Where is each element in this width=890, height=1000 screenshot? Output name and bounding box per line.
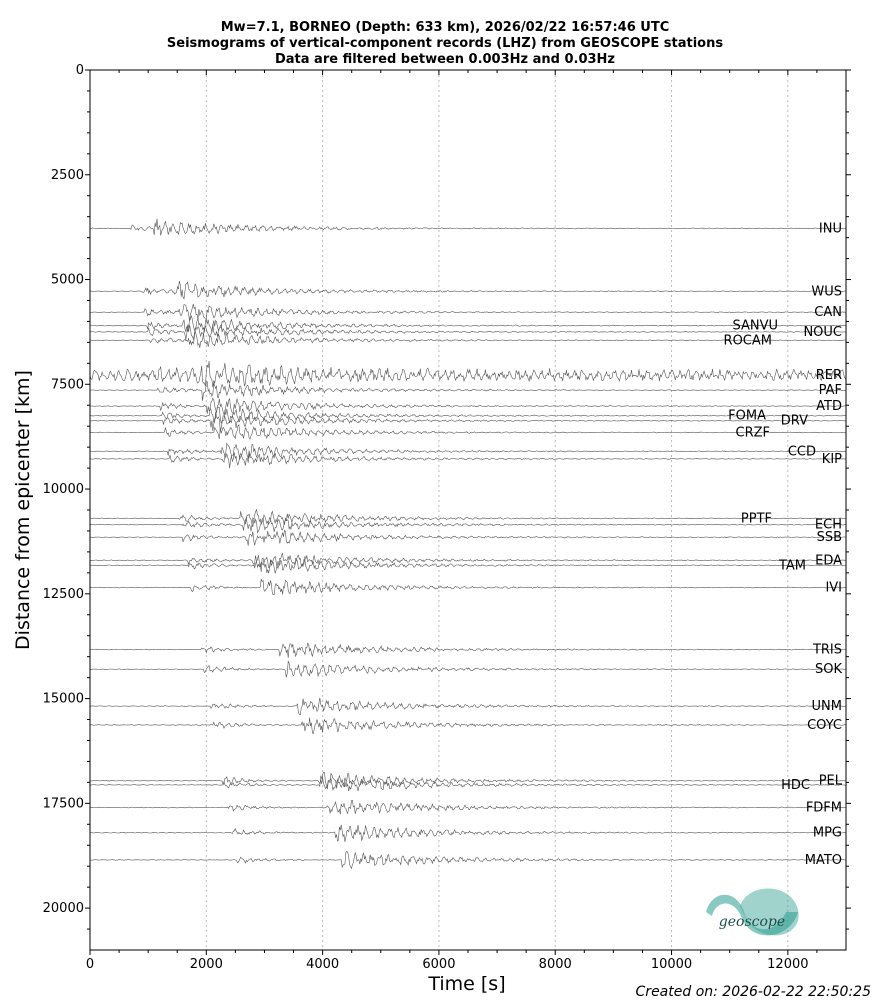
station-label-coyc: COYC [807,718,842,733]
y-tick-label: 7500 [51,377,84,392]
trace-ssb [90,529,846,546]
x-tick-label: 4000 [306,957,339,972]
station-label-hdc: HDC [781,778,810,793]
trace-sok [89,660,846,678]
station-label-rocam: ROCAM [724,333,772,348]
plot-frame [89,69,847,951]
trace-inu [90,218,846,236]
y-tick-label: 2500 [51,168,84,183]
station-label-mato: MATO [805,853,842,868]
station-label-mpg: MPG [813,826,842,841]
station-label-pptf: PPTF [741,511,772,526]
trace-crzf [89,424,846,440]
station-label-unm: UNM [812,699,842,714]
station-label-pel: PEL [819,774,843,789]
y-tick-label: 17500 [43,796,84,811]
trace-fdfm [90,799,846,815]
station-label-crzf: CRZF [736,425,771,440]
x-tick-label: 2000 [190,957,223,972]
station-label-paf: PAF [819,383,842,398]
station-label-rer: RER [816,368,842,383]
chart-subtitle: Seismograms of vertical-component record… [167,36,723,51]
trace-drv [89,411,846,432]
station-label-kip: KIP [822,452,842,467]
logo-shape-right [740,888,799,936]
trace-ech [89,516,846,534]
x-tick-label: 8000 [539,957,572,972]
trace-ivi [89,578,846,596]
station-label-foma: FOMA [728,409,766,424]
trace-tris [89,642,846,658]
station-label-ivi: IVI [825,581,842,596]
chart-filter-note: Data are filtered between 0.003Hz and 0.… [275,52,615,67]
y-tick-label: 15000 [43,692,84,707]
created-timestamp: Created on: 2026-02-22 22:50:25 [636,984,872,1000]
x-tick-label: 0 [86,957,94,972]
station-label-ssb: SSB [817,530,842,545]
station-label-fdfm: FDFM [806,801,842,816]
x-tick-label: 6000 [422,957,455,972]
axis-ticks: 0 2000 4000 6000 8000 10000 12000 0 2500 5000 7500… [43,63,851,972]
station-label-tam: TAM [778,558,806,573]
trace-mato [89,850,846,870]
trace-rocam [89,330,846,348]
trace-pel [89,771,846,790]
trace-sanvu [89,315,846,333]
station-label-can: CAN [814,305,842,320]
trace-can [89,303,846,321]
gridlines [205,70,789,950]
y-tick-label: 12500 [43,587,84,602]
trace-paf [89,381,846,401]
y-axis-label: Distance from epicenter [km] [12,370,34,650]
station-label-eda: EDA [815,553,842,568]
seismogram-traces [89,218,846,870]
trace-rer [89,361,846,388]
station-label-ech: ECH [815,518,842,533]
chart-title-block: Mw=7.1, BORNEO (Depth: 633 km), 2026/02/… [167,20,723,67]
trace-kip [89,452,846,469]
trace-hdc [89,775,846,792]
x-tick-label: 10000 [651,957,692,972]
station-label-sanvu: SANVU [732,319,778,334]
station-label-tris: TRIS [812,643,842,658]
y-tick-label: 10000 [43,482,84,497]
trace-atd [90,397,846,416]
trace-nouc [89,323,846,341]
trace-coyc [89,717,846,735]
station-label-inu: INU [819,221,842,236]
trace-mpg [89,824,846,842]
trace-eda [89,552,846,569]
station-label-drv: DRV [781,414,808,429]
y-tick-label: 20000 [43,901,84,916]
station-label-sok: SOK [815,662,842,677]
y-tick-label: 5000 [51,273,84,288]
trace-pptf [89,508,846,528]
station-label-atd: ATD [816,399,842,414]
trace-unm [89,697,846,716]
chart-title: Mw=7.1, BORNEO (Depth: 633 km), 2026/02/… [221,20,670,35]
station-label-ccd: CCD [788,444,816,459]
station-label-nouc: NOUC [803,325,842,340]
trace-wus [89,280,846,300]
station-label-wus: WUS [811,284,842,299]
x-axis-label: Time [s] [427,973,505,995]
logo-text: geoscope [719,914,785,930]
trace-tam [89,555,846,574]
x-tick-label: 12000 [767,957,808,972]
geoscope-logo: geoscope [706,888,799,936]
trace-ccd [89,442,846,460]
y-tick-label: 0 [76,63,84,78]
logo-shape-left [706,894,798,936]
trace-foma [89,406,846,424]
